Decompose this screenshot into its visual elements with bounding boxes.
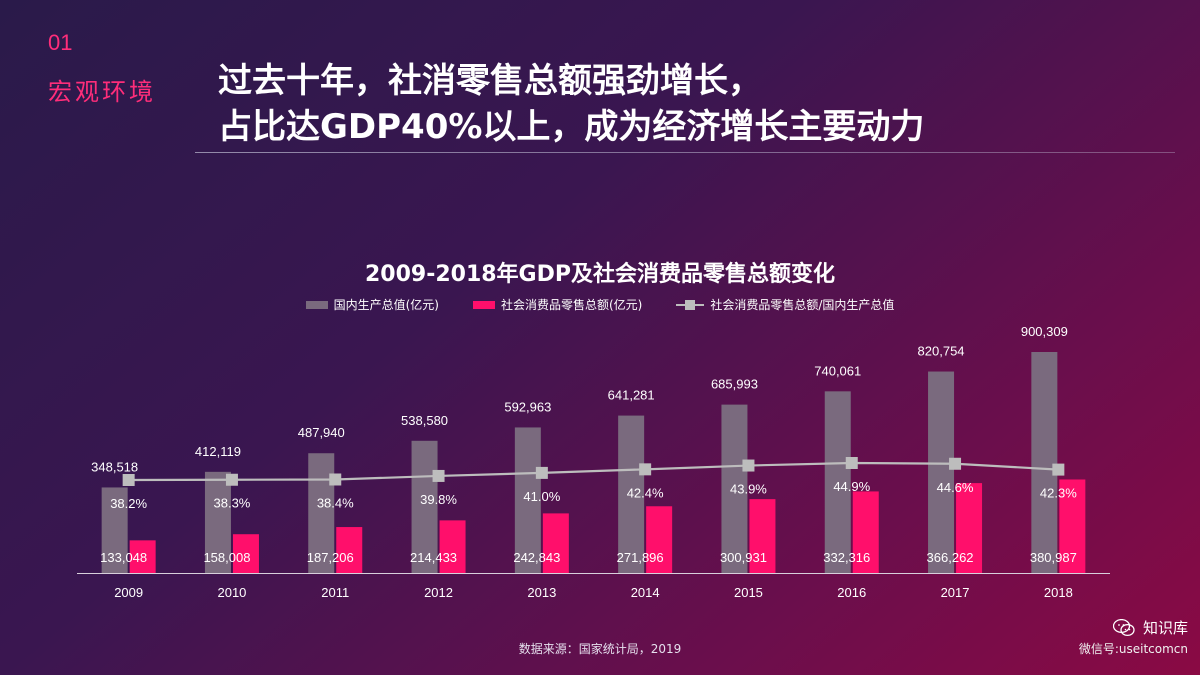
x-tick-label-2011: 2011 <box>321 585 349 600</box>
ratio-point-2016 <box>845 457 858 469</box>
bar-gdp-2012 <box>411 440 438 573</box>
brand-name-row: 知识库 <box>1079 617 1188 638</box>
legend-swatch-retail <box>472 300 495 309</box>
data-label-retail-2014: 271,896 <box>617 550 664 565</box>
bar-retail-2016 <box>852 491 879 573</box>
data-label-ratio-2012: 39.8% <box>420 492 457 507</box>
headline-line-1: 过去十年，社消零售总额强劲增长， <box>218 61 762 101</box>
bar-gdp-2015 <box>721 404 748 573</box>
section-number: 01 <box>48 30 73 55</box>
data-label-retail-2010: 158,008 <box>203 550 250 565</box>
legend-item-gdp: 国内生产总值(亿元) <box>305 296 439 313</box>
ratio-point-2015 <box>742 459 755 472</box>
data-label-ratio-2009: 38.2% <box>110 496 147 511</box>
bar-retail-2013 <box>542 513 569 573</box>
brand-account: 微信号:useitcomcn <box>1078 642 1188 656</box>
legend-swatch-ratio <box>676 299 705 310</box>
x-tick-label-2010: 2010 <box>217 585 246 600</box>
data-label-gdp-2016: 740,061 <box>814 363 861 378</box>
bar-gdp-2010 <box>204 471 231 573</box>
section-name: 宏观环境 <box>48 78 156 106</box>
ratio-point-2012 <box>432 469 445 482</box>
bar-retail-2018 <box>1059 479 1086 573</box>
headline-line-2: 占比达GDP40%以上，成为经济增长主要动力 <box>218 107 925 147</box>
bar-gdp-2011 <box>308 453 335 573</box>
x-tick-label-2015: 2015 <box>734 585 763 600</box>
legend-label-retail: 社会消费品零售总额(亿元) <box>500 298 643 312</box>
ratio-point-2017 <box>949 457 962 470</box>
ratio-point-2013 <box>535 466 548 479</box>
x-tick-label-2014: 2014 <box>631 585 660 600</box>
bar-gdp-2009 <box>101 487 128 573</box>
data-label-retail-2017: 366,262 <box>927 550 974 565</box>
data-label-gdp-2013: 592,963 <box>504 399 551 414</box>
data-label-gdp-2018: 900,309 <box>1021 324 1068 339</box>
legend-item-retail: 社会消费品零售总额(亿元) <box>472 296 643 313</box>
legend-label-ratio: 社会消费品零售总额/国内生产总值 <box>710 298 895 312</box>
ratio-point-2010 <box>225 473 238 486</box>
legend-item-ratio: 社会消费品零售总额/国内生产总值 <box>676 296 894 313</box>
wechat-icon <box>1112 618 1135 636</box>
data-label-gdp-2012: 538,580 <box>401 413 448 428</box>
bar-retail-2009 <box>129 540 156 573</box>
data-label-retail-2013: 242,843 <box>513 550 560 565</box>
ratio-point-2018 <box>1052 463 1065 476</box>
ratio-point-2014 <box>639 463 652 476</box>
ratio-line <box>128 461 1059 482</box>
bar-gdp-2017 <box>928 371 955 573</box>
bar-retail-2010 <box>232 534 259 573</box>
bar-retail-2015 <box>749 499 776 573</box>
x-tick-label-2013: 2013 <box>527 585 556 600</box>
data-label-gdp-2010: 412,119 <box>195 444 241 459</box>
chart-legend: 国内生产总值(亿元) 社会消费品零售总额(亿元) 社会消费品零售总额/国内生产总… <box>0 296 1200 313</box>
x-tick-label-2017: 2017 <box>941 585 970 600</box>
data-label-ratio-2016: 44.9% <box>833 479 870 494</box>
data-label-retail-2009: 133,048 <box>100 550 147 565</box>
data-label-gdp-2017: 820,754 <box>918 344 965 359</box>
data-label-ratio-2011: 38.4% <box>317 495 354 510</box>
data-label-ratio-2013: 41.0% <box>523 489 560 504</box>
bar-gdp-2016 <box>824 391 851 573</box>
bar-gdp-2013 <box>514 427 541 573</box>
brand-name: 知识库 <box>1142 619 1188 637</box>
x-tick-label-2018: 2018 <box>1044 585 1073 600</box>
data-label-retail-2011: 187,206 <box>307 550 354 565</box>
bar-retail-2017 <box>956 483 983 573</box>
bar-retail-2012 <box>439 520 466 573</box>
bar-retail-2011 <box>336 527 363 573</box>
bar-gdp-2014 <box>618 415 645 573</box>
ratio-point-2011 <box>329 473 342 486</box>
headline: 过去十年，社消零售总额强劲增长， 占比达GDP40%以上，成为经济增长主要动力 <box>218 58 924 150</box>
data-label-retail-2016: 332,316 <box>823 550 870 565</box>
data-label-ratio-2018: 42.3% <box>1040 486 1077 501</box>
x-tick-label-2016: 2016 <box>837 585 866 600</box>
data-label-gdp-2015: 685,993 <box>711 377 758 392</box>
chart-title: 2009-2018年GDP及社会消费品零售总额变化 <box>364 262 836 287</box>
data-label-retail-2015: 300,931 <box>720 550 767 565</box>
header-divider <box>195 152 1175 153</box>
bar-gdp-2018 <box>1031 352 1058 573</box>
brand-watermark: 知识库 微信号:useitcomcn <box>1079 617 1188 657</box>
x-tick-label-2012: 2012 <box>424 585 453 600</box>
data-label-gdp-2009: 348,518 <box>91 459 138 474</box>
data-label-retail-2012: 214,433 <box>410 550 457 565</box>
data-label-ratio-2015: 43.9% <box>730 482 767 497</box>
data-label-ratio-2010: 38.3% <box>214 496 251 511</box>
data-label-retail-2018: 380,987 <box>1030 550 1077 565</box>
data-source: 数据来源：国家统计局，2019 <box>518 642 682 656</box>
data-label-gdp-2014: 641,281 <box>608 388 655 403</box>
legend-label-gdp: 国内生产总值(亿元) <box>333 298 439 312</box>
data-label-gdp-2011: 487,940 <box>298 425 345 440</box>
data-label-ratio-2014: 42.4% <box>627 485 664 500</box>
bar-retail-2014 <box>646 506 673 573</box>
legend-swatch-gdp <box>305 300 328 309</box>
data-label-ratio-2017: 44.6% <box>937 480 974 495</box>
ratio-point-2009 <box>122 474 135 486</box>
x-tick-label-2009: 2009 <box>114 585 143 600</box>
